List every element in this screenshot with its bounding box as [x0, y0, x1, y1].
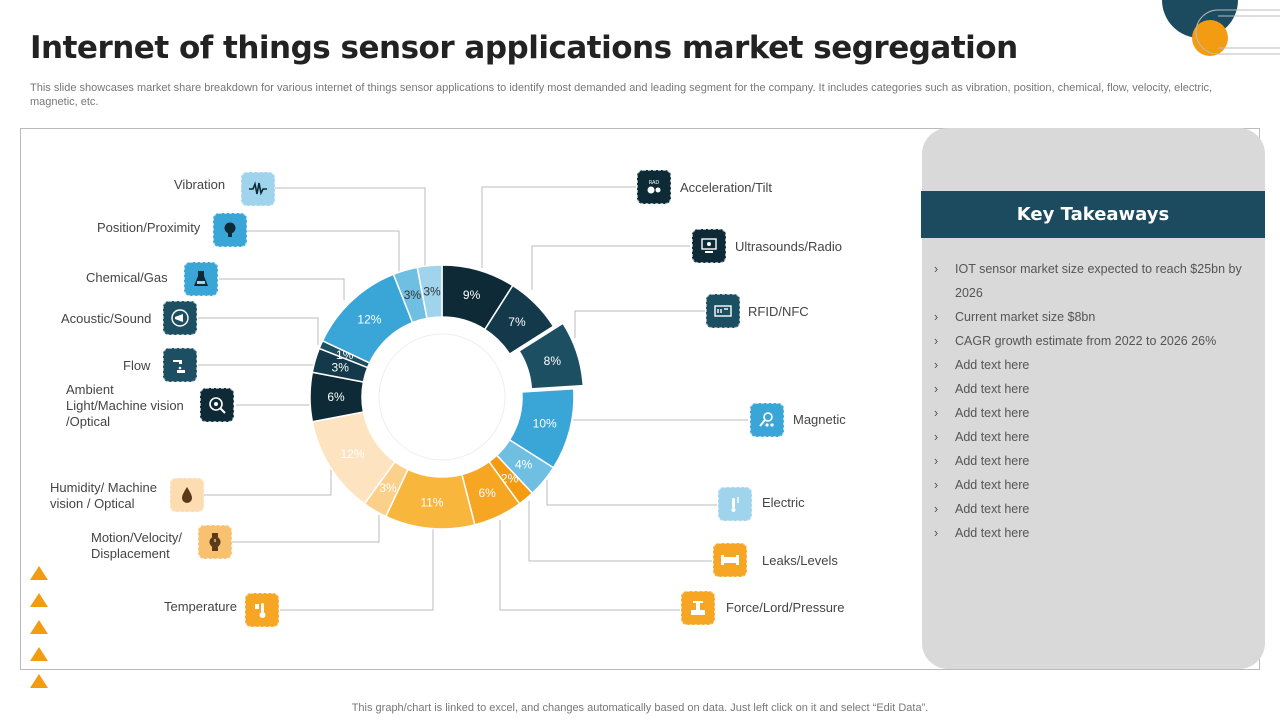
slice-value-label: 12%	[340, 447, 364, 461]
label-ambient-light: Ambient Light/Machine vision /Optical	[66, 382, 196, 430]
triangle-icon	[30, 593, 48, 607]
takeaway-item: Add text here	[934, 377, 1254, 401]
label-chemical-gas: Chemical/Gas	[86, 270, 168, 285]
label-leaks-levels: Leaks/Levels	[762, 553, 838, 568]
slice-value-label: 3%	[379, 481, 397, 495]
donut-segments: 9%7%8%10%4%2%6%11%3%12%6%3%1%12%3% 3%	[309, 264, 585, 530]
slice-value-label: 10%	[533, 416, 557, 430]
label-motion: Motion/Velocity/ Displacement	[91, 530, 196, 562]
bulb-icon	[213, 213, 247, 247]
slice-value-label: 11%	[420, 496, 443, 510]
tap-icon	[163, 348, 197, 382]
triangle-icon	[30, 566, 48, 580]
takeaway-item: Add text here	[934, 401, 1254, 425]
label-motion-text: Motion/Velocity/ Displacement	[91, 530, 183, 561]
label-ultrasounds-radio: Ultrasounds/Radio	[735, 239, 842, 254]
footer-note: This graph/chart is linked to excel, and…	[351, 702, 929, 714]
label-ambient-light-text: Ambient Light/Machine vision /Optical	[66, 382, 184, 429]
takeaway-item: IOT sensor market size expected to reach…	[934, 257, 1254, 305]
press-icon	[681, 591, 715, 625]
donut-slice	[518, 322, 585, 390]
pipe-icon	[713, 543, 747, 577]
takeaway-item: Current market size $8bn	[934, 305, 1254, 329]
wave-icon	[241, 172, 275, 206]
slice-value-label: 8%	[544, 354, 562, 368]
radar-icon: RAD	[637, 170, 671, 204]
slice-value-label: 2%	[501, 472, 519, 486]
megaphone-icon	[163, 301, 197, 335]
page-title: Internet of things sensor applications m…	[30, 30, 1018, 66]
key-takeaways-heading: Key Takeaways	[921, 191, 1265, 238]
droplet-icon	[170, 478, 204, 512]
takeaway-item: CAGR growth estimate from 2022 to 2026 2…	[934, 329, 1254, 353]
label-electric: Electric	[762, 495, 805, 510]
label-humidity-text: Humidity/ Machine vision / Optical	[50, 480, 157, 511]
takeaway-item: Add text here	[934, 449, 1254, 473]
slice-value-label: 7%	[508, 315, 526, 329]
slice-value-label: 3%	[423, 284, 441, 298]
label-humidity: Humidity/ Machine vision / Optical	[50, 480, 170, 512]
slice-value-label: 4%	[515, 458, 533, 472]
label-acceleration-tilt: Acceleration/Tilt	[680, 180, 772, 195]
thermometer-icon	[245, 593, 279, 627]
slice-value-label: 12%	[357, 313, 381, 327]
takeaway-item: Add text here	[934, 473, 1254, 497]
donut-slice	[483, 284, 555, 356]
key-takeaways-list: IOT sensor market size expected to reach…	[934, 257, 1254, 545]
takeaway-item: Add text here	[934, 497, 1254, 521]
slice-value-label: 3%	[332, 360, 350, 374]
triangle-icon	[30, 647, 48, 661]
label-vibration: Vibration	[174, 177, 226, 192]
takeaway-item: Add text here	[934, 425, 1254, 449]
label-force-pressure: Force/Lord/Pressure	[726, 600, 845, 615]
label-magnetic: Magnetic	[793, 412, 846, 427]
label-rfid-nfc: RFID/NFC	[748, 304, 809, 319]
donut-slice	[416, 264, 443, 320]
svg-text:RAD: RAD	[649, 180, 660, 186]
leader-lines	[198, 186, 748, 611]
label-flow: Flow	[123, 358, 151, 373]
takeaway-item: Add text here	[934, 353, 1254, 377]
corner-decoration	[1162, 0, 1280, 56]
monitor-icon	[692, 229, 726, 263]
donut-hole	[378, 333, 506, 461]
triangle-icon	[30, 674, 48, 688]
plug-icon	[718, 487, 752, 521]
rfid-icon	[706, 294, 740, 328]
label-temperature: Temperature	[164, 599, 237, 614]
label-position-proximity: Position/Proximity	[97, 220, 201, 235]
takeaway-item: Add text here	[934, 521, 1254, 545]
label-acoustic-sound: Acoustic/Sound	[61, 311, 152, 326]
slice-value-label: 6%	[327, 390, 345, 404]
watch-icon	[198, 525, 232, 559]
page-subtitle: This slide showcases market share breakd…	[30, 82, 1213, 108]
eye-icon	[200, 388, 234, 422]
slice-value-label: 9%	[463, 288, 481, 302]
flask-icon	[184, 262, 218, 296]
slice-value-label: 3%	[404, 288, 422, 302]
magnet-icon	[750, 403, 784, 437]
slice-value-label: 6%	[478, 486, 496, 500]
triangle-icon	[30, 620, 48, 634]
